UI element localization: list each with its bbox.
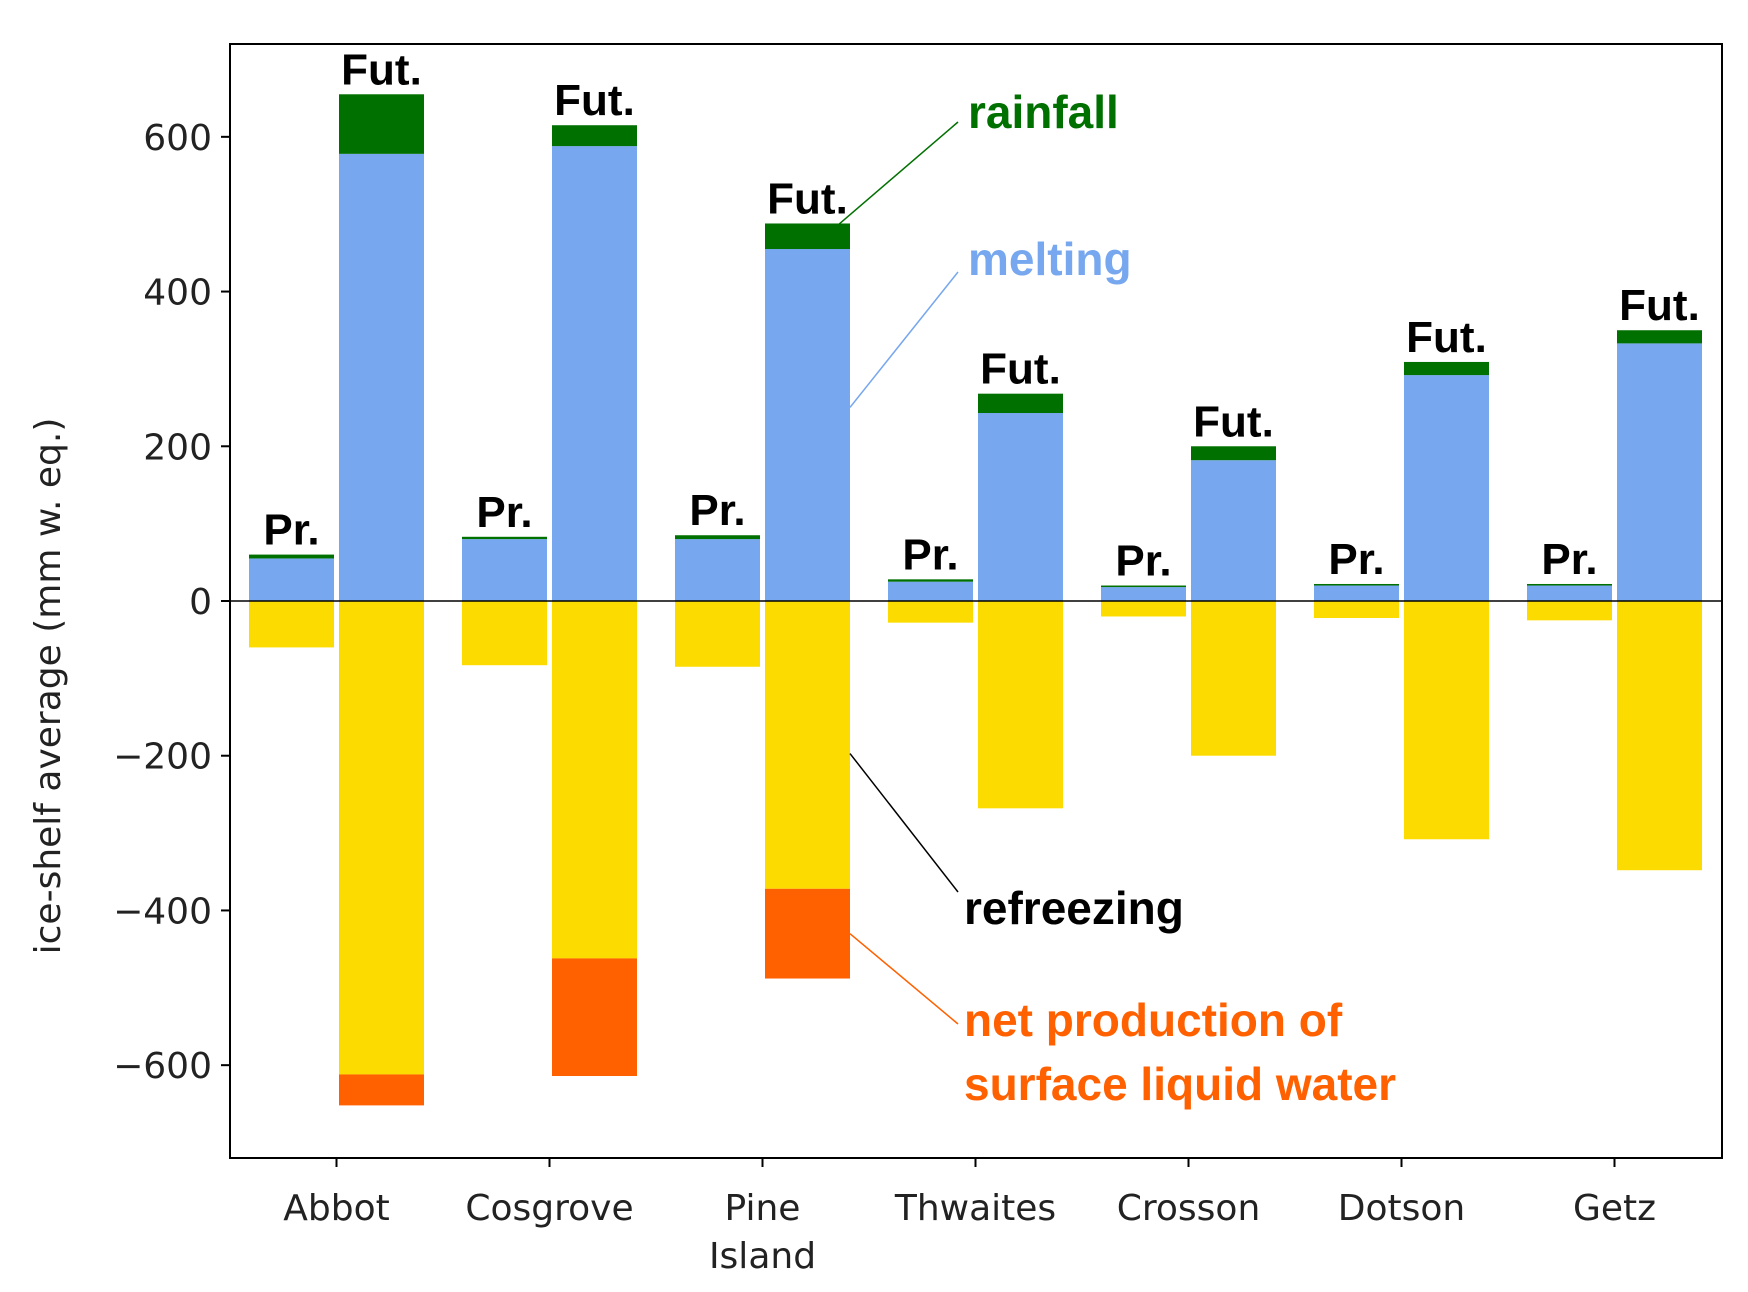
leader-line-refreezing <box>849 753 959 893</box>
bar-rainfall-future-dotson <box>1404 361 1489 376</box>
bar-refreezing-present-getz <box>1527 601 1612 621</box>
annotation-refreezing: refreezing <box>964 882 1184 934</box>
bar-rainfall-future-thwaites <box>978 393 1063 414</box>
bar-label-present-pine-island: Pr. <box>689 486 745 535</box>
bar-refreezing-present-abbot <box>249 601 334 648</box>
bar-refreezing-present-cosgrove <box>462 601 547 666</box>
bar-refreezing-future-thwaites <box>978 601 1063 809</box>
x-tick-label-pine-island: Pine Island <box>709 1188 816 1277</box>
bar-rainfall-present-crosson <box>1101 585 1186 588</box>
bar-refreezing-future-abbot <box>339 601 424 1075</box>
bar-refreezing-future-pine-island <box>765 601 850 889</box>
bar-melting-future-crosson <box>1191 460 1276 601</box>
bar-refreezing-future-cosgrove <box>552 601 637 959</box>
bar-melting-present-crosson <box>1101 587 1186 601</box>
bar-label-present-getz: Pr. <box>1541 535 1597 584</box>
bar-melting-present-dotson <box>1314 585 1399 601</box>
y-tick-label: 400 <box>143 273 212 314</box>
annotation-rainfall: rainfall <box>968 86 1119 138</box>
bar-refreezing-present-crosson <box>1101 601 1186 617</box>
bar-label-future-thwaites: Fut. <box>980 345 1061 394</box>
bar-refreezing-future-dotson <box>1404 601 1489 840</box>
bar-melting-present-thwaites <box>888 581 973 601</box>
y-tick-label: 0 <box>189 582 212 623</box>
bar-label-present-cosgrove: Pr. <box>476 488 532 537</box>
y-tick-label: −200 <box>113 737 212 778</box>
bar-rainfall-present-dotson <box>1314 583 1399 586</box>
bar-rainfall-future-pine-island <box>765 223 850 250</box>
bar-refreezing-present-pine-island <box>675 601 760 667</box>
bar-refreezing-future-getz <box>1617 601 1702 871</box>
leader-line-melting <box>849 271 959 408</box>
bar-rainfall-present-abbot <box>249 554 334 559</box>
bar-rainfall-present-getz <box>1527 583 1612 586</box>
bar-label-present-abbot: Pr. <box>263 506 319 555</box>
bar-melting-future-dotson <box>1404 375 1489 601</box>
bar-rainfall-future-getz <box>1617 330 1702 344</box>
x-tick-label-dotson: Dotson <box>1338 1188 1465 1229</box>
bar-label-future-crosson: Fut. <box>1193 397 1274 446</box>
bar-label-present-thwaites: Pr. <box>902 530 958 579</box>
x-tick-label-getz: Getz <box>1573 1188 1656 1229</box>
bar-melting-present-abbot <box>249 558 334 601</box>
x-tick-label-abbot: Abbot <box>283 1188 389 1229</box>
bar-rainfall-present-cosgrove <box>462 536 547 540</box>
bar-melting-future-getz <box>1617 343 1702 601</box>
bar-rainfall-future-cosgrove <box>552 125 637 147</box>
leader-line-net-production-of <box>849 933 959 1025</box>
bar-net-production-of-surface-liquid-water-future-cosgrove <box>552 958 637 1076</box>
bar-label-present-crosson: Pr. <box>1115 537 1171 586</box>
y-tick-label: 600 <box>143 118 212 159</box>
bar-refreezing-future-crosson <box>1191 601 1276 756</box>
bar-melting-present-pine-island <box>675 539 760 601</box>
annotation-net-production-of-surface-liquid-water: net production of surface liquid water <box>964 994 1396 1110</box>
x-tick-label-crosson: Crosson <box>1117 1188 1261 1229</box>
bar-label-future-abbot: Fut. <box>341 45 422 94</box>
bar-label-present-dotson: Pr. <box>1328 535 1384 584</box>
annotation-melting: melting <box>968 233 1132 285</box>
bar-rainfall-present-pine-island <box>675 535 760 540</box>
x-tick-label-cosgrove: Cosgrove <box>465 1188 633 1229</box>
bar-net-production-of-surface-liquid-water-future-pine-island <box>765 888 850 979</box>
leader-line-rainfall <box>824 121 959 237</box>
bar-melting-present-cosgrove <box>462 539 547 601</box>
bar-melting-present-getz <box>1527 585 1612 601</box>
bar-melting-future-pine-island <box>765 249 850 601</box>
bar-rainfall-future-crosson <box>1191 446 1276 461</box>
bar-net-production-of-surface-liquid-water-future-abbot <box>339 1074 424 1106</box>
bar-melting-future-cosgrove <box>552 146 637 601</box>
bar-melting-future-abbot <box>339 153 424 601</box>
bar-refreezing-present-dotson <box>1314 601 1399 619</box>
bar-label-future-getz: Fut. <box>1619 281 1700 330</box>
y-tick-label: −600 <box>113 1046 212 1087</box>
y-tick-label: −400 <box>113 891 212 932</box>
x-tick-label-thwaites: Thwaites <box>894 1188 1056 1229</box>
bar-label-future-cosgrove: Fut. <box>554 76 635 125</box>
bar-melting-future-thwaites <box>978 413 1063 601</box>
bar-refreezing-present-thwaites <box>888 601 973 623</box>
bar-rainfall-future-abbot <box>339 94 424 154</box>
bar-label-future-pine-island: Fut. <box>767 174 848 223</box>
bar-label-future-dotson: Fut. <box>1406 313 1487 362</box>
y-tick-label: 200 <box>143 427 212 468</box>
bar-rainfall-present-thwaites <box>888 579 973 582</box>
y-axis-label: ice-shelf average (mm w. eq.) <box>28 418 69 955</box>
